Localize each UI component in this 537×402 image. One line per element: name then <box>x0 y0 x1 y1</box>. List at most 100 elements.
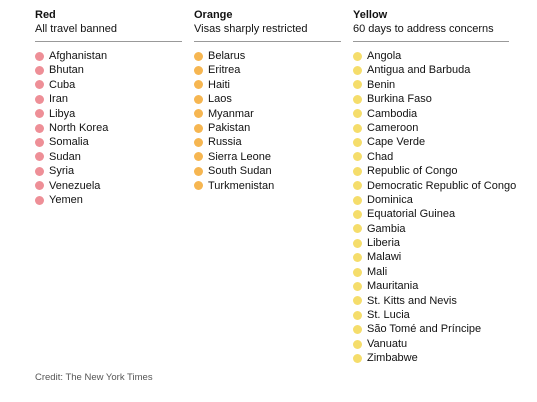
column-title: Red <box>35 9 56 21</box>
list-item: Venezuela <box>35 179 182 193</box>
color-dot-icon <box>35 51 44 61</box>
country-name: Mauritania <box>367 280 419 293</box>
country-name: Dominica <box>367 193 413 206</box>
color-dot-icon <box>353 80 362 90</box>
list-item: Mauritania <box>353 279 509 293</box>
country-name: Afghanistan <box>49 50 108 62</box>
color-dot-icon <box>35 80 44 90</box>
color-dot-icon <box>194 166 203 176</box>
country-name: Myanmar <box>208 107 254 120</box>
country-name: Gambia <box>367 222 406 235</box>
list-item: Sierra Leone <box>194 150 341 164</box>
list-item: Eritrea <box>194 63 341 77</box>
color-dot-icon <box>353 353 362 363</box>
list-item: Burkina Faso <box>353 92 509 106</box>
color-dot-icon <box>353 66 362 76</box>
country-name: Mali <box>367 265 388 278</box>
list-item: St. Lucia <box>353 308 509 322</box>
country-name: Laos <box>208 93 232 106</box>
country-name: São Tomé and Príncipe <box>367 323 482 336</box>
country-name: Republic of Congo <box>367 165 458 178</box>
column-red: Red All travel banned Afghanistan Bhutan Cub… <box>35 8 182 366</box>
list-item: St. Kitts and Nevis <box>353 294 509 308</box>
color-dot-icon <box>353 325 362 335</box>
list-item: Myanmar <box>194 107 341 121</box>
color-dot-icon <box>35 109 44 119</box>
column-orange: Orange Visas sharply restricted Belarus Eri… <box>194 8 341 366</box>
list-item: Haiti <box>194 78 341 92</box>
color-dot-icon <box>353 166 362 176</box>
country-name: Antigua and Barbuda <box>367 64 471 77</box>
country-name: Sierra Leone <box>208 150 271 163</box>
column-title: Yellow <box>353 9 388 21</box>
country-name: Sudan <box>49 150 81 163</box>
country-name: Syria <box>49 165 75 178</box>
color-dot-icon <box>35 152 44 162</box>
country-name: Liberia <box>367 237 401 250</box>
country-name: Malawi <box>367 251 402 264</box>
country-name: Venezuela <box>49 179 101 192</box>
column-title: Orange <box>194 9 233 21</box>
list-item: Libya <box>35 107 182 121</box>
list-item: Angola <box>353 49 509 63</box>
color-dot-icon <box>353 224 362 234</box>
color-dot-icon <box>353 267 362 277</box>
country-name: Turkmenistan <box>208 179 275 192</box>
country-list: Afghanistan Bhutan Cuba Iran Libya North Kore… <box>35 49 182 207</box>
column-header: Orange Visas sharply restricted <box>194 8 341 42</box>
country-name: Yemen <box>49 193 83 206</box>
country-name: Vanuatu <box>367 337 408 350</box>
column-subtitle: Visas sharply restricted <box>194 23 308 35</box>
list-item: Turkmenistan <box>194 179 341 193</box>
country-name: Cambodia <box>367 107 418 120</box>
color-dot-icon <box>35 123 44 133</box>
list-item: São Tomé and Príncipe <box>353 322 509 336</box>
list-item: Republic of Congo <box>353 164 509 178</box>
color-dot-icon <box>194 152 203 162</box>
list-item: Afghanistan <box>35 49 182 63</box>
color-dot-icon <box>353 296 362 306</box>
list-item: Chad <box>353 150 509 164</box>
list-item: North Korea <box>35 121 182 135</box>
country-name: Cuba <box>49 78 76 91</box>
country-name: Iran <box>49 93 68 106</box>
list-item: Malawi <box>353 250 509 264</box>
list-item: Democratic Republic of Congo <box>353 179 516 193</box>
country-name: Pakistan <box>208 121 251 134</box>
column-header: Red All travel banned <box>35 8 182 42</box>
list-item: Somalia <box>35 135 182 149</box>
country-name: Cameroon <box>367 121 419 134</box>
list-item: Equatorial Guinea <box>353 207 509 221</box>
country-name: Eritrea <box>208 64 241 77</box>
country-list: Angola Antigua and Barbuda Benin Burkina Fa… <box>353 49 516 366</box>
country-name: Equatorial Guinea <box>367 208 456 221</box>
color-dot-icon <box>353 310 362 320</box>
country-name: North Korea <box>49 121 109 134</box>
list-item: Laos <box>194 92 341 106</box>
color-dot-icon <box>35 195 44 205</box>
list-item: Cambodia <box>353 107 509 121</box>
country-name: Benin <box>367 78 396 91</box>
list-item: Yemen <box>35 193 182 207</box>
list-item: South Sudan <box>194 164 341 178</box>
color-dot-icon <box>353 51 362 61</box>
color-dot-icon <box>35 138 44 148</box>
country-name: St. Kitts and Nevis <box>367 294 457 307</box>
color-dot-icon <box>194 66 203 76</box>
color-dot-icon <box>194 94 203 104</box>
country-name: Chad <box>367 150 394 163</box>
list-item: Pakistan <box>194 121 341 135</box>
color-dot-icon <box>353 123 362 133</box>
color-dot-icon <box>35 181 44 191</box>
country-name: Burkina Faso <box>367 93 432 106</box>
country-columns: Red All travel banned Afghanistan Bhutan Cub… <box>35 8 516 366</box>
country-name: Bhutan <box>49 64 84 77</box>
list-item: Cape Verde <box>353 135 509 149</box>
column-subtitle: All travel banned <box>35 23 117 35</box>
color-dot-icon <box>194 138 203 148</box>
color-dot-icon <box>353 281 362 291</box>
color-dot-icon <box>35 66 44 76</box>
list-item: Zimbabwe <box>353 351 509 365</box>
country-name: Democratic Republic of Congo <box>367 179 517 192</box>
list-item: Sudan <box>35 150 182 164</box>
